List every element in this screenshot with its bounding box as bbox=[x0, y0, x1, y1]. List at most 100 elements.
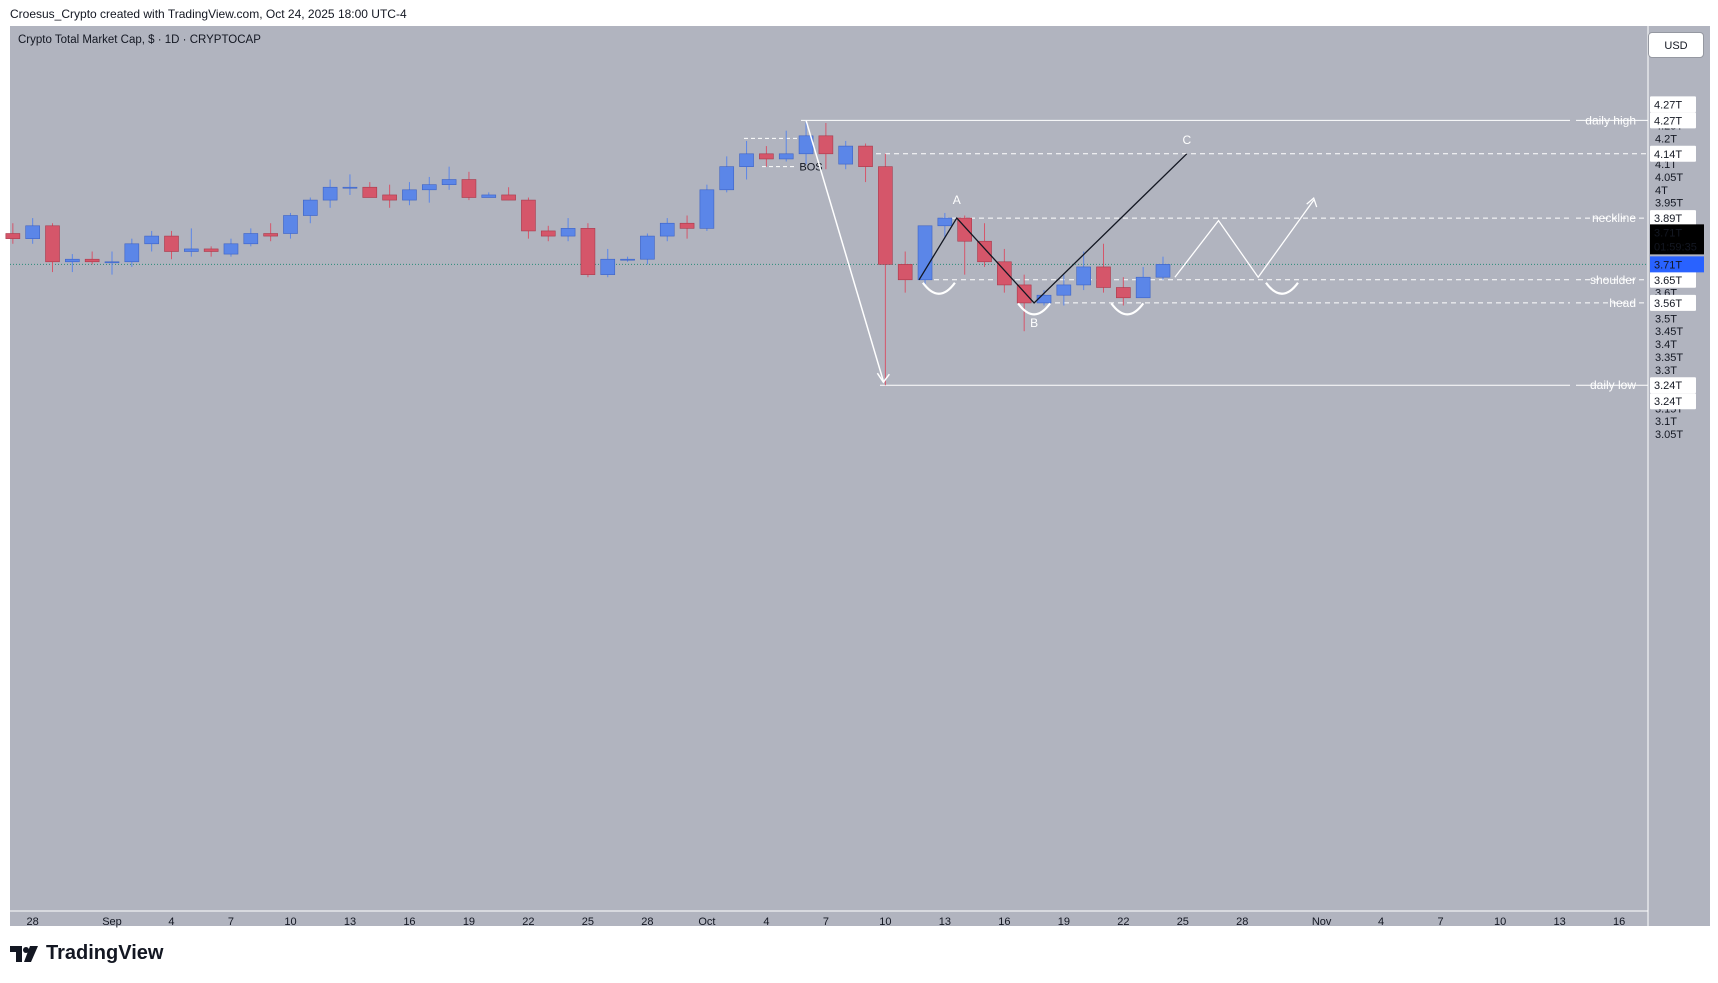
candle-body bbox=[878, 166, 893, 265]
x-tick-label: 7 bbox=[228, 916, 234, 928]
y-tick-label: 4.05T bbox=[1655, 172, 1683, 184]
candle bbox=[362, 182, 378, 198]
candle-body bbox=[25, 225, 40, 239]
x-tick-label: 25 bbox=[1177, 916, 1189, 928]
price-tag-label: 4.14T bbox=[1654, 149, 1682, 161]
pattern-arc bbox=[1110, 302, 1145, 316]
countdown-timer-label: 01:59:35 bbox=[1654, 241, 1697, 253]
wave-label-a: A bbox=[953, 193, 961, 207]
candle-body bbox=[84, 258, 100, 263]
x-tick-label: 16 bbox=[998, 916, 1010, 928]
candle bbox=[441, 166, 457, 190]
level-name-label: daily high bbox=[1585, 113, 1636, 127]
candle bbox=[1155, 256, 1171, 280]
currency-button[interactable]: USD bbox=[1648, 32, 1704, 58]
candle-body bbox=[164, 235, 179, 252]
candle-body bbox=[977, 240, 992, 263]
y-tick-label: 4.2T bbox=[1655, 133, 1677, 145]
projection-path bbox=[1174, 199, 1315, 279]
x-tick-label: 4 bbox=[1378, 916, 1384, 928]
x-tick-label: 4 bbox=[763, 916, 769, 928]
projection-arrow-head bbox=[1306, 196, 1318, 208]
x-tick-label: 10 bbox=[879, 916, 891, 928]
candle bbox=[659, 218, 675, 242]
candle-body bbox=[759, 153, 774, 160]
candle bbox=[818, 122, 834, 170]
y-tick-label: 4T bbox=[1655, 185, 1668, 197]
candle-body bbox=[818, 135, 834, 155]
candle bbox=[322, 179, 338, 208]
candle bbox=[759, 146, 774, 167]
candle bbox=[540, 225, 556, 242]
price-tag-label: 4.27T bbox=[1654, 115, 1682, 127]
price-tag-label-bg bbox=[1650, 96, 1696, 113]
candle bbox=[560, 218, 576, 242]
price-tag-label-bg bbox=[1650, 145, 1696, 162]
price-tag-label-bg bbox=[1650, 377, 1696, 394]
candle bbox=[25, 218, 40, 244]
candle bbox=[897, 251, 913, 293]
candle-body bbox=[838, 145, 854, 165]
candle bbox=[937, 212, 953, 239]
candle-body bbox=[1135, 276, 1151, 299]
candle bbox=[45, 223, 60, 273]
candle-body bbox=[1056, 284, 1072, 296]
candle-body bbox=[699, 189, 715, 229]
price-tag-label: 3.89T bbox=[1654, 213, 1682, 225]
candle-body bbox=[937, 217, 953, 227]
candle bbox=[1016, 274, 1032, 332]
candle bbox=[243, 228, 259, 247]
candle-body bbox=[382, 194, 397, 201]
chart-area[interactable] bbox=[10, 26, 1710, 926]
x-tick-label: 16 bbox=[403, 916, 415, 928]
price-tag-label-bg bbox=[1650, 112, 1696, 129]
candle-body bbox=[501, 194, 516, 201]
x-tick-label: 25 bbox=[582, 916, 594, 928]
price-tag-label-bg bbox=[1650, 210, 1696, 227]
candle bbox=[1116, 277, 1131, 306]
candle-body bbox=[560, 228, 576, 237]
candle bbox=[1056, 274, 1072, 306]
candle bbox=[263, 223, 278, 242]
candle-body bbox=[640, 235, 655, 260]
candle bbox=[223, 238, 239, 257]
price-axis-bg bbox=[1649, 26, 1710, 926]
candle bbox=[1076, 251, 1091, 291]
candle bbox=[1135, 266, 1151, 299]
y-tick-label: 3.3T bbox=[1655, 365, 1677, 377]
candle-body bbox=[1116, 287, 1131, 299]
candle-body bbox=[223, 243, 239, 255]
abc-wave-path bbox=[918, 153, 1188, 304]
price-tag-label: 3.24T bbox=[1654, 380, 1682, 392]
y-tick-label: 3.05T bbox=[1655, 429, 1683, 441]
candle-body bbox=[897, 264, 913, 281]
candle bbox=[104, 251, 120, 275]
level-name-label: shoulder bbox=[1590, 273, 1636, 287]
candle-body bbox=[402, 189, 417, 201]
candle bbox=[65, 254, 80, 273]
y-tick-label: 3.45T bbox=[1655, 326, 1683, 338]
x-tick-label: 10 bbox=[1494, 916, 1506, 928]
tradingview-logo[interactable]: TradingView bbox=[10, 942, 163, 965]
level-name-label: daily low bbox=[1590, 378, 1636, 392]
y-tick-label: 3.5T bbox=[1655, 313, 1677, 325]
x-tick-label: 7 bbox=[1438, 916, 1444, 928]
y-tick-label: 4.1T bbox=[1655, 159, 1677, 171]
x-tick-label: Sep bbox=[102, 916, 122, 928]
candle bbox=[402, 182, 417, 206]
candle-body bbox=[580, 228, 596, 275]
candle bbox=[838, 140, 854, 170]
price-tag-label: 3.65T bbox=[1654, 275, 1682, 287]
x-tick-label: 13 bbox=[939, 916, 951, 928]
candle-body bbox=[441, 179, 457, 185]
candle bbox=[501, 187, 516, 201]
y-tick-label: 3.4T bbox=[1655, 339, 1677, 351]
candle-body bbox=[421, 184, 437, 191]
candle bbox=[461, 171, 477, 201]
tradingview-logo-icon bbox=[10, 945, 38, 962]
x-tick-label: 13 bbox=[1553, 916, 1565, 928]
candle-body bbox=[65, 258, 80, 263]
x-tick-label: 10 bbox=[284, 916, 296, 928]
x-tick-label: Nov bbox=[1312, 916, 1332, 928]
